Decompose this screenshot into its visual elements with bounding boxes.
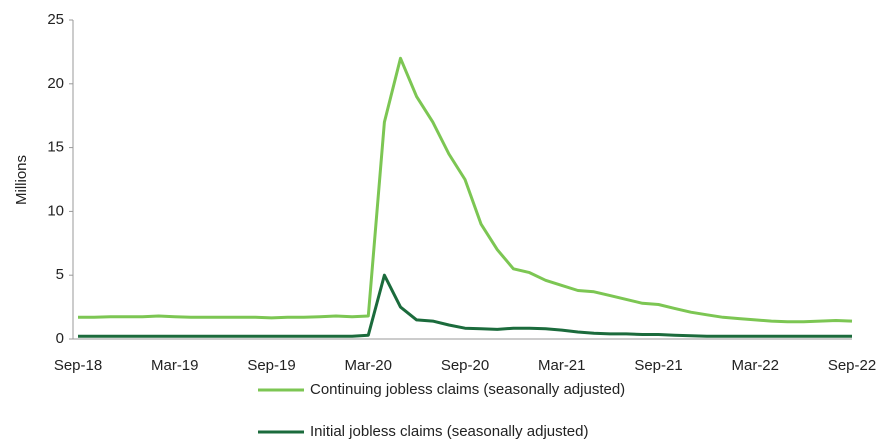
x-tick-label: Sep-20 (441, 357, 489, 374)
y-tick-label: 5 (56, 266, 64, 283)
legend-label: Continuing jobless claims (seasonally ad… (310, 381, 625, 398)
y-tick-label: 15 (47, 139, 64, 156)
x-tick-label: Mar-19 (151, 357, 199, 374)
series-line (78, 273, 852, 338)
x-tick-label: Sep-19 (247, 357, 295, 374)
y-tick-label: 25 (47, 11, 64, 28)
series-line (78, 56, 853, 324)
x-tick-label: Sep-18 (54, 357, 102, 374)
legend-label: Initial jobless claims (seasonally adjus… (310, 423, 588, 440)
x-tick-label: Mar-22 (731, 357, 779, 374)
x-tick-label: Sep-22 (828, 357, 876, 374)
y-tick-label: 10 (47, 202, 64, 219)
y-axis-label: Millions (13, 155, 30, 205)
x-tick-label: Mar-20 (344, 357, 392, 374)
x-tick-label: Mar-21 (538, 357, 586, 374)
y-tick-label: 0 (56, 330, 64, 347)
y-tick-label: 20 (47, 75, 64, 92)
x-tick-label: Sep-21 (634, 357, 682, 374)
